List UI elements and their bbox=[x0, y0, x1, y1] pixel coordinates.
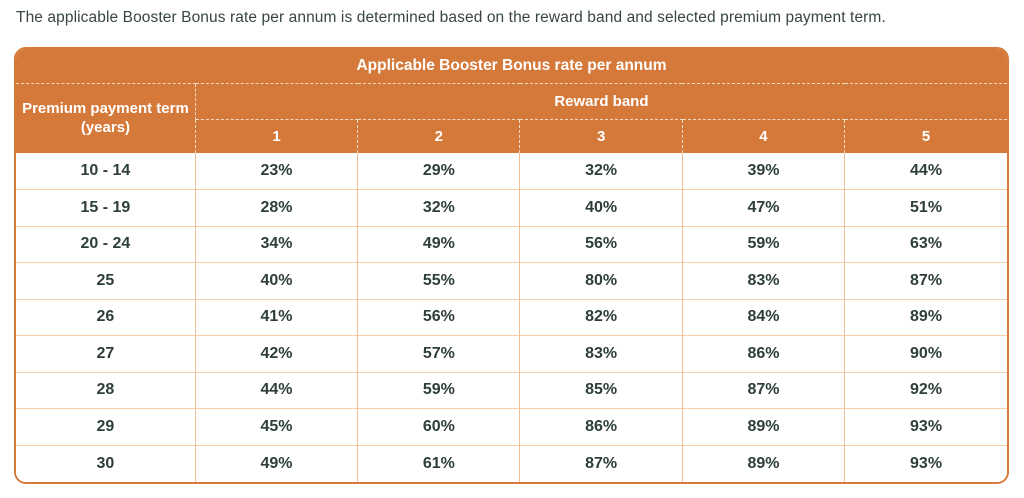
band-column-header: 2 bbox=[357, 118, 520, 153]
rate-cell: 86% bbox=[681, 335, 845, 372]
rate-cell: 90% bbox=[844, 335, 1007, 372]
rate-cell: 85% bbox=[519, 371, 683, 409]
booster-bonus-table-container: Applicable Booster Bonus rate per annum … bbox=[14, 47, 1009, 484]
rate-cell: 82% bbox=[519, 298, 683, 336]
term-cell: 29 bbox=[16, 408, 196, 445]
table-row: 27 42% 57% 83% 86% 90% bbox=[16, 335, 1007, 372]
reward-band-group-row: Premium payment term (years) Reward band bbox=[16, 82, 1007, 153]
rate-cell: 93% bbox=[844, 408, 1007, 445]
table-row: 26 41% 56% 82% 84% 89% bbox=[16, 298, 1007, 336]
rate-cell: 29% bbox=[357, 153, 520, 190]
reward-band-header: Reward band bbox=[194, 82, 1007, 119]
rate-cell: 87% bbox=[681, 371, 845, 409]
rate-cell: 86% bbox=[519, 408, 683, 445]
term-cell: 28 bbox=[16, 371, 196, 409]
term-cell: 26 bbox=[16, 298, 196, 336]
rate-cell: 63% bbox=[844, 225, 1007, 263]
rate-cell: 56% bbox=[519, 225, 683, 263]
rate-cell: 44% bbox=[194, 371, 358, 409]
rate-cell: 51% bbox=[844, 189, 1007, 226]
rate-cell: 59% bbox=[681, 225, 845, 263]
term-cell: 20 - 24 bbox=[16, 225, 196, 263]
rate-cell: 41% bbox=[194, 298, 358, 336]
table-title: Applicable Booster Bonus rate per annum bbox=[16, 49, 1007, 83]
table-row: 25 40% 55% 80% 83% 87% bbox=[16, 262, 1007, 299]
rate-cell: 87% bbox=[844, 262, 1007, 299]
rate-cell: 89% bbox=[681, 444, 845, 482]
band-column-header: 5 bbox=[844, 118, 1007, 153]
table-row: 10 - 14 23% 29% 32% 39% 44% bbox=[16, 153, 1007, 190]
table-body: 10 - 14 23% 29% 32% 39% 44% 15 - 19 28% 32% 40% 47… bbox=[16, 153, 1007, 482]
rate-cell: 87% bbox=[519, 444, 683, 482]
rate-cell: 60% bbox=[357, 408, 520, 445]
table-row: 15 - 19 28% 32% 40% 47% 51% bbox=[16, 189, 1007, 226]
rate-cell: 55% bbox=[357, 262, 520, 299]
table-row: 30 49% 61% 87% 89% 93% bbox=[16, 444, 1007, 482]
term-cell: 10 - 14 bbox=[16, 153, 196, 190]
rate-cell: 84% bbox=[681, 298, 845, 336]
term-cell: 15 - 19 bbox=[16, 189, 196, 226]
booster-bonus-rates-table: Applicable Booster Bonus rate per annum … bbox=[16, 49, 1007, 482]
rate-cell: 49% bbox=[194, 444, 358, 482]
rate-cell: 32% bbox=[357, 189, 520, 226]
rate-cell: 80% bbox=[519, 262, 683, 299]
rate-cell: 56% bbox=[357, 298, 520, 336]
table-row: 28 44% 59% 85% 87% 92% bbox=[16, 371, 1007, 409]
table-title-row: Applicable Booster Bonus rate per annum bbox=[16, 49, 1007, 83]
rate-cell: 32% bbox=[519, 153, 683, 190]
rate-cell: 28% bbox=[194, 189, 358, 226]
rate-cell: 83% bbox=[681, 262, 845, 299]
rate-cell: 23% bbox=[194, 153, 358, 190]
intro-text: The applicable Booster Bonus rate per an… bbox=[16, 9, 886, 26]
rate-cell: 49% bbox=[357, 225, 520, 263]
band-column-header: 1 bbox=[194, 118, 358, 153]
rate-cell: 42% bbox=[194, 335, 358, 372]
rate-cell: 83% bbox=[519, 335, 683, 372]
table-row: 20 - 24 34% 49% 56% 59% 63% bbox=[16, 225, 1007, 263]
table-header: Applicable Booster Bonus rate per annum … bbox=[16, 49, 1007, 153]
rate-cell: 89% bbox=[681, 408, 845, 445]
band-column-header: 3 bbox=[519, 118, 683, 153]
term-cell: 25 bbox=[16, 262, 196, 299]
rate-cell: 92% bbox=[844, 371, 1007, 409]
rate-cell: 45% bbox=[194, 408, 358, 445]
rate-cell: 93% bbox=[844, 444, 1007, 482]
rate-cell: 39% bbox=[681, 153, 845, 190]
rate-cell: 57% bbox=[357, 335, 520, 372]
rate-cell: 89% bbox=[844, 298, 1007, 336]
term-cell: 30 bbox=[16, 444, 196, 482]
rate-cell: 47% bbox=[681, 189, 845, 226]
premium-payment-term-header: Premium payment term (years) bbox=[16, 82, 196, 153]
rate-cell: 44% bbox=[844, 153, 1007, 190]
rate-cell: 59% bbox=[357, 371, 520, 409]
rate-cell: 34% bbox=[194, 225, 358, 263]
rate-cell: 61% bbox=[357, 444, 520, 482]
band-column-header: 4 bbox=[681, 118, 845, 153]
rate-cell: 40% bbox=[194, 262, 358, 299]
table-row: 29 45% 60% 86% 89% 93% bbox=[16, 408, 1007, 445]
term-cell: 27 bbox=[16, 335, 196, 372]
rate-cell: 40% bbox=[519, 189, 683, 226]
